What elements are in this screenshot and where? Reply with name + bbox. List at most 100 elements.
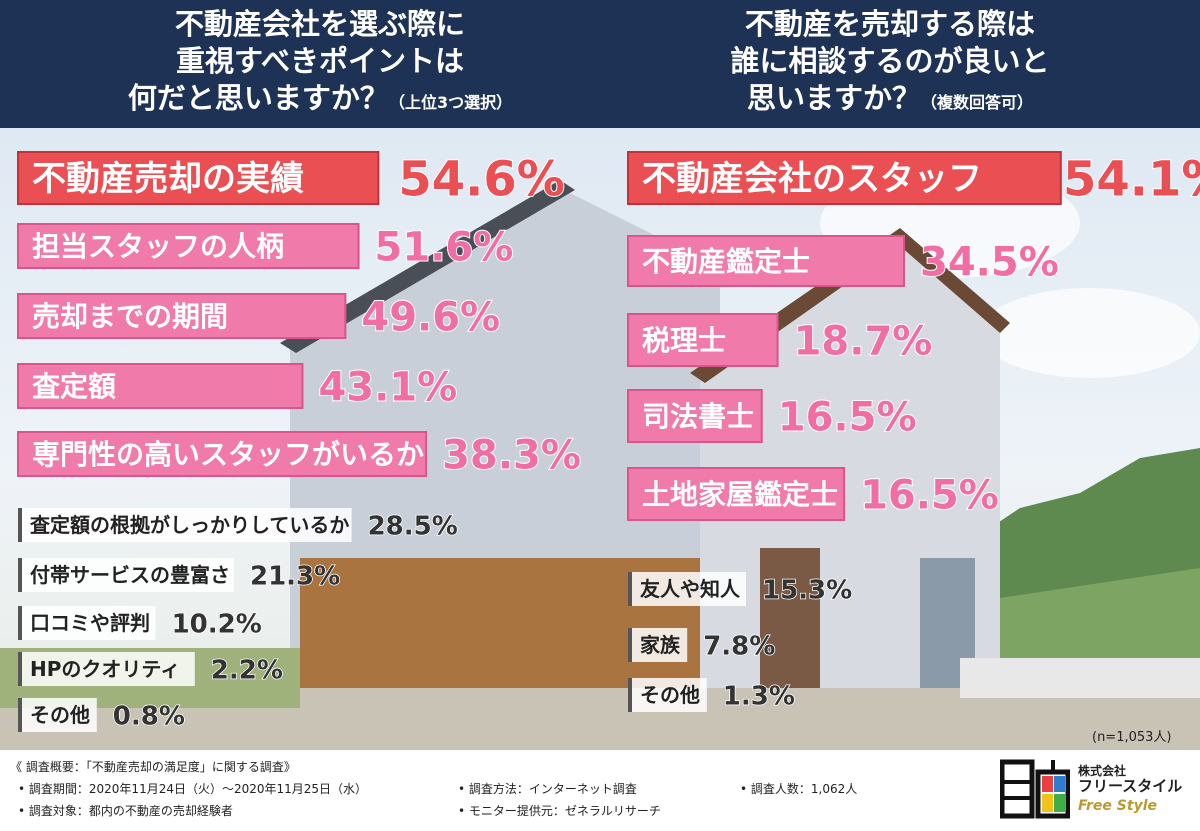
- chart1-bar-5: [18, 508, 352, 542]
- right-title-text: 不動産を売却する際は 誰に相談するのが良いと 思いますか？: [730, 7, 1050, 115]
- chart2-row-2: 税理士 18.7%: [627, 313, 933, 367]
- chart1-bar-4: [17, 431, 428, 477]
- chart2-bar-4: [627, 467, 846, 521]
- chart1-value-label-6: 21.3%: [250, 561, 340, 591]
- company-line2: フリースタイル: [1078, 777, 1183, 795]
- company-line1: 株式会社: [1078, 764, 1127, 778]
- chart2-value-label-6: 7.8%: [703, 631, 775, 661]
- chart2-row-0: 不動産会社のスタッフ 54.1%: [627, 150, 1200, 208]
- chart1-bar-7: [18, 606, 156, 640]
- chart1-category-label-4: 専門性の高いスタッフがいるか: [32, 438, 424, 471]
- survey-summary: 《 調査概要：「不動産売却の満足度」に関する調査》: [10, 760, 296, 774]
- chart1-bar-2: [17, 293, 347, 339]
- chart1-bar-3: [17, 363, 304, 409]
- chart1-row-0: 不動産売却の実績 54.6%: [17, 150, 566, 208]
- chart1-value-label-7: 10.2%: [172, 609, 262, 639]
- chart2-row-7: その他 1.3%: [628, 678, 796, 712]
- chart2-category-label-1: 不動産鑑定士: [642, 245, 810, 278]
- chart1-bar-1: [17, 223, 360, 269]
- chart2-category-label-3: 司法書士: [642, 400, 754, 433]
- chart1-accent-6: [18, 558, 22, 592]
- chart1-bar-0: [17, 151, 380, 205]
- chart1-category-label-6: 付帯サービスの豊富さ: [30, 563, 230, 587]
- chart1-accent-9: [18, 698, 22, 732]
- chart1-category-label-5: 査定額の根拠がしっかりしているか: [30, 513, 349, 537]
- chart2-bar-0: [627, 151, 1062, 205]
- survey-count: • 調査人数：1,062人: [740, 782, 858, 796]
- chart1-category-label-0: 不動産売却の実績: [32, 159, 304, 199]
- chart2-bar-3: [627, 389, 763, 443]
- chart1-row-5: 査定額の根拠がしっかりしているか 28.5%: [18, 508, 459, 542]
- chart1-accent-7: [18, 606, 22, 640]
- chart2-category-label-2: 税理士: [642, 324, 726, 357]
- chart2-category-label-5: 友人や知人: [640, 577, 741, 601]
- left-title-note: （上位3つ選択）: [388, 93, 513, 112]
- chart2-category-label-0: 不動産会社のスタッフ: [642, 159, 982, 199]
- chart1-value-label-3: 43.1%: [318, 364, 457, 410]
- chart1-row-2: 売却までの期間 49.6%: [17, 293, 501, 341]
- chart2-row-4: 土地家屋鑑定士 16.5%: [627, 467, 1000, 521]
- chart1-row-9: その他 0.8%: [18, 698, 186, 732]
- chart2-value-label-0: 54.1%: [1063, 151, 1200, 207]
- right-question-title: 不動産を売却する際は 誰に相談するのが良いと 思いますか？（複数回答可）: [630, 6, 1150, 121]
- sample-size-note: (n=1,053人): [1092, 730, 1172, 745]
- chart1-row-7: 口コミや評判 10.2%: [18, 606, 263, 640]
- chart2-category-label-7: その他: [640, 683, 700, 707]
- chart1-category-label-8: HPのクオリティ: [30, 657, 180, 681]
- survey-method: • 調査方法：インターネット調査: [458, 782, 637, 796]
- chart2-value-label-5: 15.3%: [762, 575, 852, 605]
- chart2-row-5: 友人や知人 15.3%: [628, 572, 853, 606]
- chart2-row-3: 司法書士 16.5%: [627, 389, 918, 443]
- chart2-bar-7: [628, 678, 707, 712]
- survey-bar-charts: 不動産売却の実績 54.6% 担当スタッフの人柄 51.6% 売却までの期間 49.6% 査…: [17, 150, 1200, 732]
- chart1-row-8: HPのクオリティ 2.2%: [18, 652, 284, 686]
- chart2-category-label-6: 家族: [640, 633, 681, 657]
- chart2-accent-6: [628, 628, 632, 662]
- chart2-category-label-4: 土地家屋鑑定士: [642, 478, 838, 511]
- chart2-bar-1: [627, 235, 905, 287]
- survey-target: • 調査対象：都内の不動産の売却経験者: [18, 804, 233, 818]
- chart1-category-label-2: 売却までの期間: [32, 300, 228, 333]
- chart2-accent-7: [628, 678, 632, 712]
- chart1-row-1: 担当スタッフの人柄 51.6%: [17, 223, 514, 271]
- chart1-value-label-2: 49.6%: [361, 294, 500, 340]
- chart1-category-label-9: その他: [30, 703, 90, 727]
- chart2-bar-2: [627, 313, 779, 367]
- chart2-row-6: 家族 7.8%: [628, 628, 776, 662]
- brand-wordmark: Free Style: [1078, 798, 1157, 814]
- chart2-value-label-1: 34.5%: [920, 239, 1059, 285]
- left-title-text: 不動産会社を選ぶ際に 重視すべきポイントは 何だと思いますか？: [127, 7, 465, 115]
- chart2-bar-5: [628, 572, 746, 606]
- chart2-value-label-4: 16.5%: [860, 472, 999, 518]
- chart1-row-4: 専門性の高いスタッフがいるか 38.3%: [17, 431, 582, 479]
- chart2-value-label-7: 1.3%: [723, 681, 795, 711]
- survey-period: • 調査期間：2020年11月24日（火）～2020年11月25日（水）: [18, 782, 368, 796]
- chart1-bar-6: [18, 558, 234, 592]
- chart1-value-label-8: 2.2%: [211, 655, 283, 685]
- company-name: 株式会社 フリースタイル: [1078, 764, 1182, 794]
- chart1-value-label-1: 51.6%: [375, 224, 514, 270]
- chart1-category-label-3: 査定額: [32, 370, 116, 403]
- chart2-value-label-2: 18.7%: [794, 318, 933, 364]
- chart2-row-1: 不動産鑑定士 34.5%: [627, 235, 1060, 287]
- chart2-value-label-3: 16.5%: [778, 394, 917, 440]
- chart1-value-label-4: 38.3%: [442, 432, 581, 478]
- chart2-bar-6: [628, 628, 688, 662]
- chart1-value-label-0: 54.6%: [398, 151, 565, 207]
- right-title-note: （複数回答可）: [921, 93, 1034, 112]
- chart1-row-3: 査定額 43.1%: [17, 363, 458, 411]
- header-banner: 不動産会社を選ぶ際に 重視すべきポイントは 何だと思いますか？（上位3つ選択） 不動…: [0, 0, 1200, 128]
- left-question-title: 不動産会社を選ぶ際に 重視すべきポイントは 何だと思いますか？（上位3つ選択）: [60, 6, 580, 121]
- chart1-accent-5: [18, 508, 22, 542]
- chart1-category-label-7: 口コミや評判: [30, 611, 150, 635]
- chart1-value-label-9: 0.8%: [113, 701, 185, 731]
- chart1-accent-8: [18, 652, 22, 686]
- chart1-value-label-5: 28.5%: [368, 511, 458, 541]
- chart1-bar-8: [18, 652, 195, 686]
- chart1-bar-9: [18, 698, 97, 732]
- chart1-row-6: 付帯サービスの豊富さ 21.3%: [18, 558, 341, 592]
- survey-provider: • モニター提供元：ゼネラルリサーチ: [458, 804, 661, 818]
- chart2-accent-5: [628, 572, 632, 606]
- chart1-category-label-1: 担当スタッフの人柄: [32, 230, 284, 263]
- company-logo-icon: [1000, 759, 1070, 819]
